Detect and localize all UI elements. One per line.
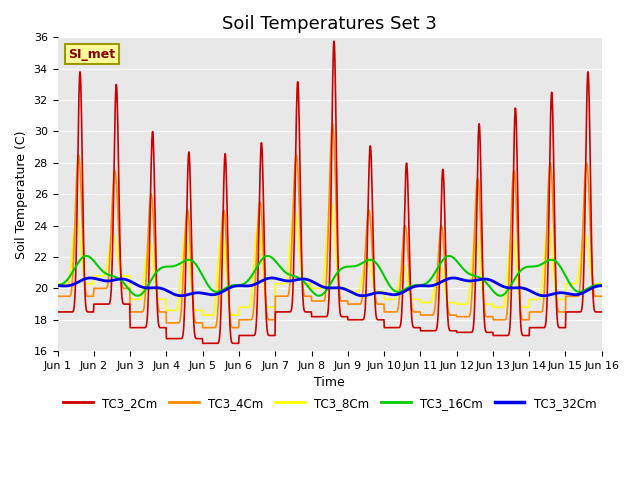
X-axis label: Time: Time	[314, 376, 345, 389]
TC3_16Cm	[296, 276, 304, 281]
Line: TC3_16Cm: TC3_16Cm	[58, 256, 602, 296]
TC3_4Cm	[306, 293, 314, 299]
TC3_2Cm	[306, 309, 314, 315]
TC3_32Cm	[364, 292, 371, 298]
Legend: TC3_2Cm, TC3_4Cm, TC3_8Cm, TC3_16Cm, TC3_32Cm: TC3_2Cm, TC3_4Cm, TC3_8Cm, TC3_16Cm, TC3…	[58, 392, 601, 414]
Line: TC3_4Cm: TC3_4Cm	[58, 124, 602, 328]
Text: SI_met: SI_met	[68, 48, 116, 61]
TC3_16Cm	[118, 278, 125, 284]
Y-axis label: Soil Temperature (C): Soil Temperature (C)	[15, 130, 28, 259]
TC3_16Cm	[54, 282, 61, 288]
TC3_2Cm	[118, 293, 125, 299]
TC3_32Cm	[449, 275, 457, 281]
TC3_8Cm	[54, 281, 61, 287]
TC3_4Cm	[96, 286, 104, 291]
TC3_8Cm	[306, 281, 314, 287]
TC3_2Cm	[96, 301, 104, 307]
TC3_8Cm	[96, 273, 104, 279]
TC3_8Cm	[598, 281, 605, 287]
TC3_32Cm	[285, 278, 292, 284]
TC3_4Cm	[598, 293, 605, 299]
TC3_2Cm	[330, 38, 338, 44]
TC3_8Cm	[118, 273, 125, 278]
Title: Soil Temperatures Set 3: Soil Temperatures Set 3	[222, 15, 437, 33]
TC3_32Cm	[96, 277, 104, 283]
TC3_2Cm	[364, 212, 372, 217]
TC3_32Cm	[358, 293, 366, 299]
TC3_4Cm	[54, 293, 61, 299]
TC3_16Cm	[315, 293, 323, 299]
Line: TC3_32Cm: TC3_32Cm	[58, 278, 602, 296]
TC3_8Cm	[326, 199, 334, 205]
TC3_16Cm	[306, 286, 314, 292]
TC3_16Cm	[96, 265, 104, 271]
TC3_4Cm	[118, 280, 125, 286]
TC3_4Cm	[199, 325, 207, 331]
TC3_4Cm	[285, 290, 292, 296]
TC3_2Cm	[199, 340, 207, 346]
Line: TC3_2Cm: TC3_2Cm	[58, 41, 602, 343]
TC3_2Cm	[54, 309, 61, 315]
TC3_32Cm	[54, 283, 61, 288]
TC3_4Cm	[328, 121, 336, 127]
TC3_2Cm	[296, 170, 304, 176]
TC3_16Cm	[285, 272, 292, 277]
TC3_32Cm	[306, 277, 314, 283]
TC3_4Cm	[364, 210, 372, 216]
TC3_16Cm	[598, 282, 605, 288]
TC3_8Cm	[199, 312, 207, 318]
TC3_16Cm	[264, 253, 271, 259]
TC3_8Cm	[364, 255, 372, 261]
TC3_32Cm	[296, 276, 303, 282]
TC3_2Cm	[285, 309, 292, 315]
TC3_32Cm	[598, 283, 605, 288]
TC3_8Cm	[285, 258, 292, 264]
TC3_2Cm	[598, 309, 605, 315]
TC3_32Cm	[118, 276, 125, 282]
TC3_16Cm	[364, 257, 372, 263]
TC3_8Cm	[296, 257, 304, 263]
Line: TC3_8Cm: TC3_8Cm	[58, 202, 602, 315]
TC3_4Cm	[296, 223, 304, 229]
